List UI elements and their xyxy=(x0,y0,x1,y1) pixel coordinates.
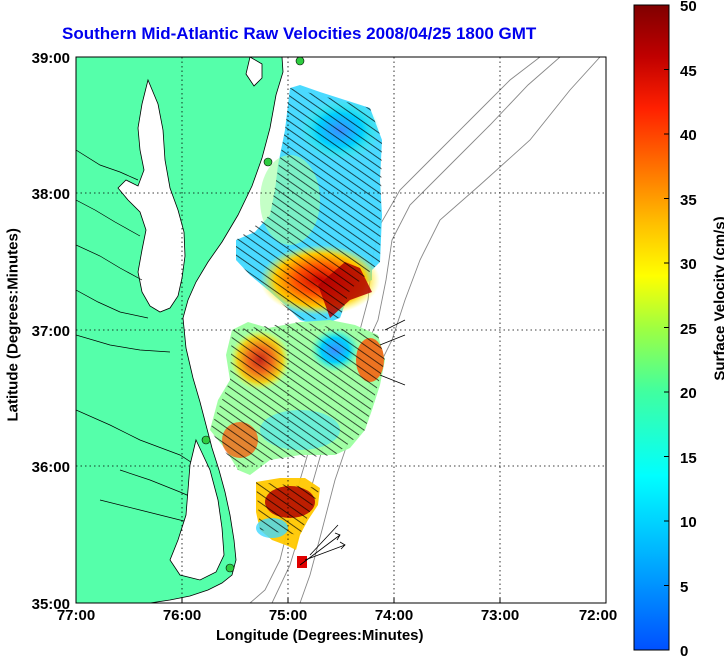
chesapeake-bay xyxy=(117,78,186,313)
radar-stations xyxy=(201,57,305,573)
colorbar-tick-label: 20 xyxy=(680,385,697,402)
delaware-bay xyxy=(245,57,263,87)
y-tick-label: 37:00 xyxy=(32,323,70,340)
map-title: Southern Mid-Atlantic Raw Velocities 200… xyxy=(62,24,537,43)
x-tick-label: 74:00 xyxy=(375,607,413,624)
velocity-cell-south xyxy=(297,556,307,568)
x-tick-labels: 77:00 76:00 75:00 74:00 73:00 72:00 xyxy=(57,607,617,624)
x-tick-label: 76:00 xyxy=(163,607,201,624)
x-tick-label: 73:00 xyxy=(481,607,519,624)
velocity-vectors-middle xyxy=(210,322,385,470)
colorbar-tick-label: 15 xyxy=(680,450,697,467)
x-tick-label: 77:00 xyxy=(57,607,95,624)
station-marker xyxy=(263,157,273,167)
y-axis-label: Latitude (Degrees:Minutes) xyxy=(4,228,22,422)
x-tick-marks xyxy=(75,598,607,603)
y-tick-label: 36:00 xyxy=(32,459,70,476)
y-tick-labels: 39:00 38:00 37:00 36:00 35:00 xyxy=(32,50,70,613)
x-axis-label: Longitude (Degrees:Minutes) xyxy=(216,627,424,644)
colorbar xyxy=(633,4,670,651)
pamlico-sound xyxy=(169,438,225,581)
colorbar-tick-label: 50 xyxy=(680,0,697,15)
colorbar-tick-label: 45 xyxy=(680,63,697,80)
velocity-vectors-outliers xyxy=(299,319,406,566)
x-tick-label: 72:00 xyxy=(579,607,617,624)
colorbar-tick-label: 25 xyxy=(680,321,697,338)
station-marker xyxy=(295,57,305,66)
plot-frame xyxy=(75,56,607,604)
colorbar-label: Surface Velocity (cm/s) xyxy=(711,216,724,381)
station-marker xyxy=(225,563,235,573)
colorbar-tick-label: 40 xyxy=(680,127,697,144)
grid-lines xyxy=(76,57,606,603)
velocity-vectors-north xyxy=(236,88,382,320)
y-tick-label: 39:00 xyxy=(32,50,70,67)
x-tick-label: 75:00 xyxy=(269,607,307,624)
colorbar-tick-label: 30 xyxy=(680,256,697,273)
colorbar-tick-labels: 50 45 40 35 30 25 20 15 10 5 0 xyxy=(680,0,697,659)
station-marker xyxy=(201,435,211,445)
y-tick-label: 38:00 xyxy=(32,186,70,203)
colorbar-ticks xyxy=(664,4,669,651)
y-tick-label: 35:00 xyxy=(32,596,70,613)
colorbar-tick-label: 35 xyxy=(680,192,697,209)
colorbar-tick-label: 0 xyxy=(680,643,688,659)
colorbar-tick-label: 10 xyxy=(680,514,697,531)
colorbar-tick-label: 5 xyxy=(680,579,688,596)
